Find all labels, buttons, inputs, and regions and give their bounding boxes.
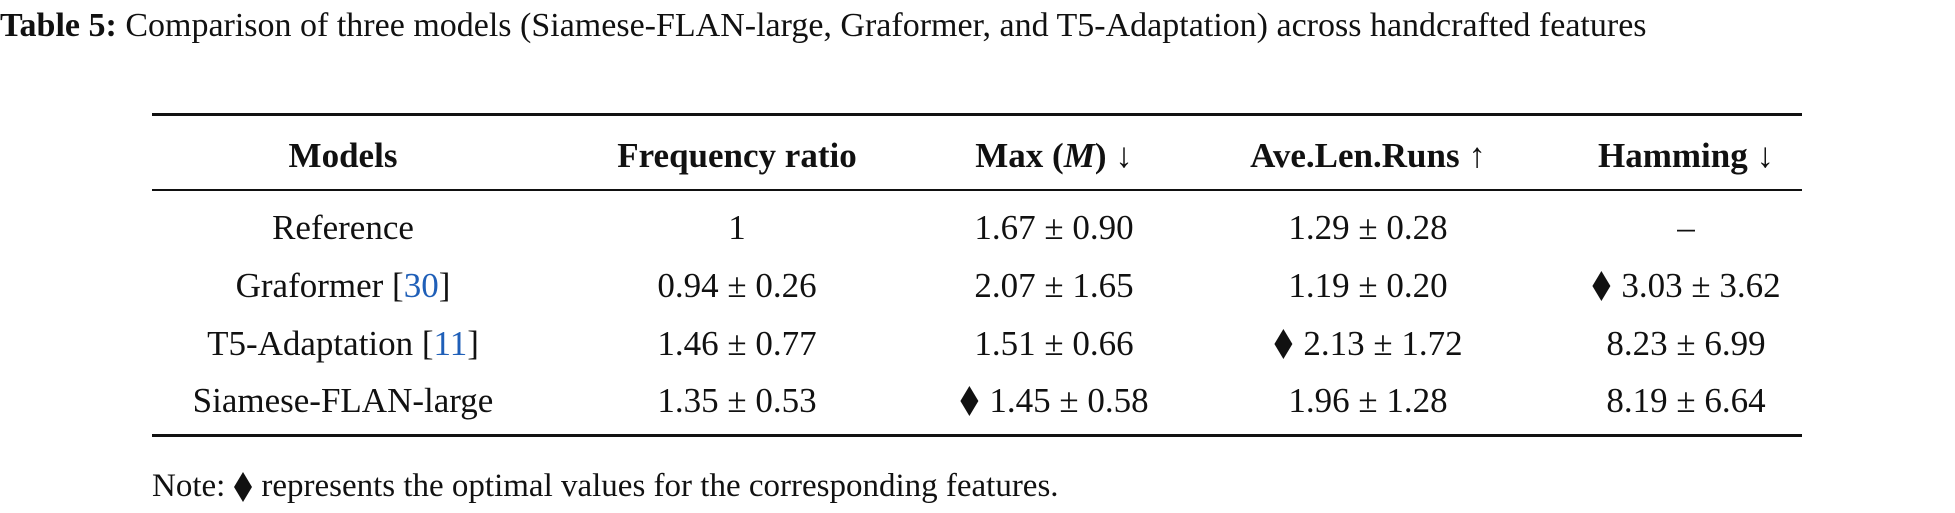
value-text: 3.03 ± 3.62 <box>1621 266 1781 305</box>
header-part: Ave.Len.Runs ↑ <box>1250 136 1486 175</box>
value-cell: 1.29 ± 0.28 <box>1288 208 1447 248</box>
header-part: Hamming ↓ <box>1598 136 1774 175</box>
value-text: 1.46 ± 0.77 <box>657 324 817 363</box>
value-text: 1.19 ± 0.20 <box>1288 266 1448 305</box>
model-cell: T5-Adaptation [11] <box>207 324 479 364</box>
model-name: T5-Adaptation [11] <box>207 324 479 364</box>
value-cell: 1.19 ± 0.20 <box>1288 266 1447 306</box>
value-cell: 1.35 ± 0.53 <box>657 381 816 421</box>
value-text: 2.07 ± 1.65 <box>974 266 1134 305</box>
diamond-icon <box>1592 271 1611 301</box>
value-text: 8.23 ± 6.99 <box>1606 324 1766 363</box>
value-text: 1.67 ± 0.90 <box>974 208 1134 247</box>
model-text: ] <box>467 324 479 363</box>
model-text: Reference <box>272 208 414 247</box>
value-text: 1.96 ± 1.28 <box>1288 381 1448 420</box>
value-text: 1.29 ± 0.28 <box>1288 208 1448 247</box>
diamond-icon <box>960 386 979 416</box>
value-cell: 8.23 ± 6.99 <box>1606 324 1765 364</box>
value-cell: 1.67 ± 0.90 <box>974 208 1133 248</box>
value-cell: 1.46 ± 0.77 <box>657 324 816 364</box>
diamond-icon <box>1274 329 1293 359</box>
value-text: 0.94 ± 0.26 <box>657 266 817 305</box>
header-part: Frequency ratio <box>617 136 857 175</box>
header-part: ) ↓ <box>1094 136 1133 175</box>
value-text: 1.35 ± 0.53 <box>657 381 817 420</box>
value-text: 1.45 ± 0.58 <box>989 381 1149 420</box>
header-part: M <box>1063 136 1095 175</box>
model-cell: Siamese-FLAN-large <box>193 381 494 421</box>
value-cell: 1.51 ± 0.66 <box>974 324 1133 364</box>
value-text: 2.13 ± 1.72 <box>1303 324 1463 363</box>
header-text: Max (M) ↓ <box>975 136 1132 176</box>
header-text: Ave.Len.Runs ↑ <box>1250 136 1486 176</box>
model-text: Siamese-FLAN-large <box>192 381 494 420</box>
mid-rule <box>152 189 1802 191</box>
header-cell: Ave.Len.Runs ↑ <box>1250 136 1486 176</box>
header-part: Models <box>288 136 398 175</box>
header-part: Max ( <box>975 136 1064 175</box>
top-rule <box>152 113 1802 116</box>
model-text: T5-Adaptation [ <box>207 324 434 363</box>
diamond-shape <box>1592 271 1611 301</box>
diamond-shape <box>1274 329 1293 359</box>
note-text: represents the optimal values for the co… <box>261 468 1059 504</box>
bottom-rule <box>152 434 1802 437</box>
value-cell: 2.13 ± 1.72 <box>1273 324 1463 364</box>
value-cell: 1.96 ± 1.28 <box>1288 381 1447 421</box>
diamond-icon <box>234 471 253 502</box>
model-text: ] <box>438 266 451 305</box>
caption: Table 5: Comparison of three models (Sia… <box>0 2 1955 50</box>
value-text: 1.51 ± 0.66 <box>974 324 1134 363</box>
value-cell: – <box>1677 208 1695 248</box>
value-cell: 2.07 ± 1.65 <box>974 266 1133 306</box>
model-text: Graformer [ <box>235 266 404 305</box>
model-cell: Graformer [30] <box>236 266 451 306</box>
header-cell: Frequency ratio <box>617 136 856 176</box>
value-text: 1 <box>728 208 746 247</box>
value-cell: 1 <box>728 208 746 248</box>
note-prefix: Note: <box>152 468 226 504</box>
model-cell: Reference <box>272 208 414 248</box>
value-text: – <box>1677 208 1695 247</box>
header-cell: Hamming ↓ <box>1598 136 1774 176</box>
value-text: 8.19 ± 6.64 <box>1606 381 1766 420</box>
value-cell: 8.19 ± 6.64 <box>1606 381 1765 421</box>
header-cell: Models <box>289 136 398 176</box>
caption-text: Comparison of three models (Siamese-FLAN… <box>125 7 1647 44</box>
note: Note: represents the optimal values for … <box>152 468 1059 505</box>
header-text: Hamming ↓ <box>1598 136 1774 176</box>
header-cell: Max (M) ↓ <box>975 136 1132 176</box>
diamond-shape <box>960 386 979 416</box>
caption-label: Table 5: <box>0 7 117 44</box>
header-text: Models <box>289 136 398 176</box>
value-cell: 1.45 ± 0.58 <box>959 381 1149 421</box>
citation-link[interactable]: 30 <box>403 266 439 305</box>
model-name: Siamese-FLAN-large <box>193 381 494 421</box>
value-cell: 0.94 ± 0.26 <box>657 266 816 306</box>
model-name: Reference <box>272 208 414 248</box>
header-text: Frequency ratio <box>617 136 856 176</box>
value-cell: 3.03 ± 3.62 <box>1591 266 1781 306</box>
citation-link[interactable]: 11 <box>433 324 468 363</box>
model-name: Graformer [30] <box>236 266 451 306</box>
